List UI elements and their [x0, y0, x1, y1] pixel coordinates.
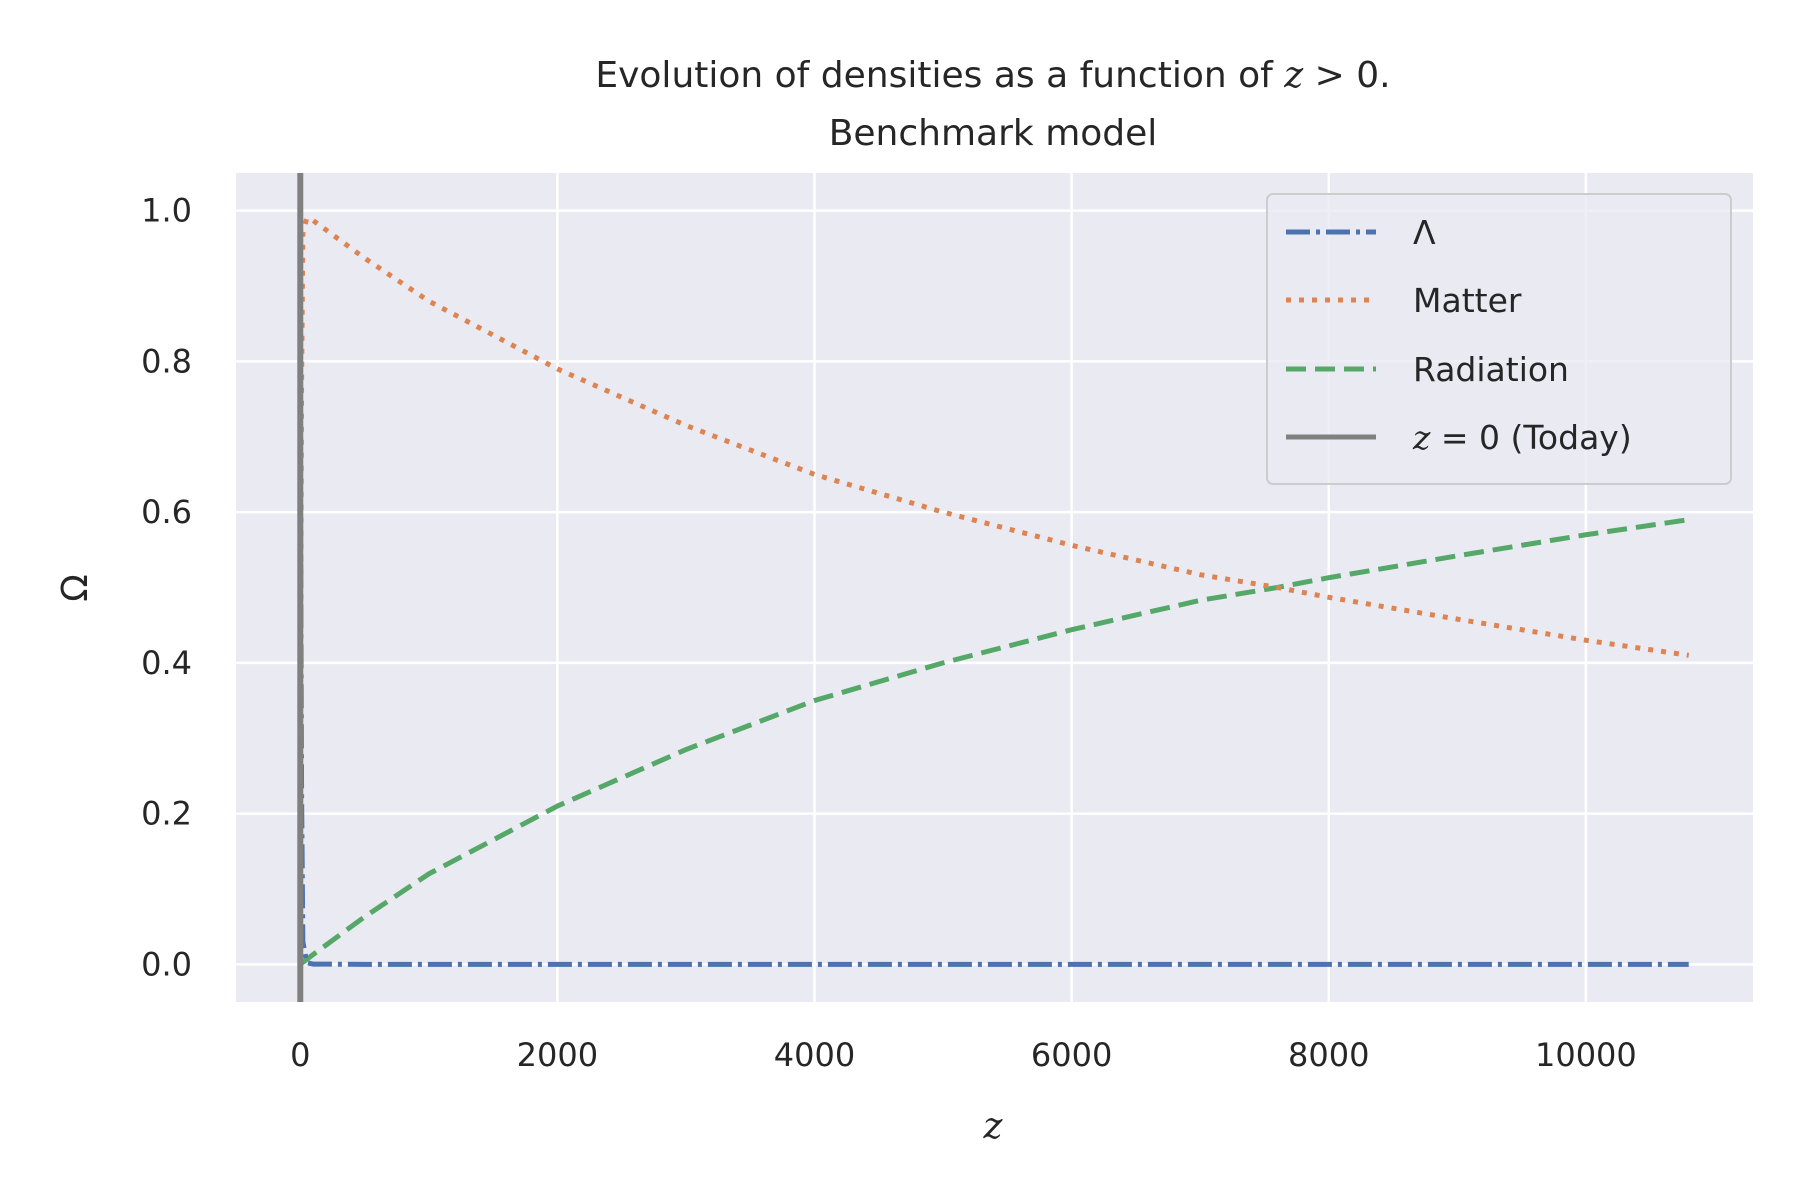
legend-label-lambda: Λ [1413, 213, 1436, 252]
y-tick-label: 0.4 [141, 644, 192, 682]
x-tick-label: 10000 [1535, 1036, 1637, 1074]
y-tick-label: 0.0 [141, 945, 192, 983]
y-tick-label: 0.6 [141, 493, 192, 531]
x-tick-label: 2000 [517, 1036, 598, 1074]
chart-title-line2: Benchmark model [829, 113, 1158, 154]
legend-label-today-rest: = 0 (Today) [1430, 418, 1631, 457]
legend: Λ Matter Radiation z = 0 (Today) [1266, 193, 1732, 485]
y-tick-label: 0.8 [141, 342, 192, 380]
y-tick-label: 0.2 [141, 795, 192, 833]
x-tick-label: 8000 [1288, 1036, 1369, 1074]
legend-label-today: z = 0 (Today) [1412, 418, 1632, 457]
chart-title-line1: Evolution of densities as a function of … [595, 55, 1390, 96]
x-tick-label: 4000 [774, 1036, 855, 1074]
chart-title-math-rest: > 0. [1303, 55, 1390, 96]
legend-box [1266, 193, 1732, 485]
legend-label-matter: Matter [1413, 281, 1522, 320]
chart-title-math-var: z [1283, 55, 1304, 96]
series-line-radiation [298, 517, 1690, 967]
y-axis-label: Ω [55, 574, 96, 602]
series-line-matter [297, 215, 1690, 731]
x-axis-label: z [983, 1106, 1004, 1147]
y-tick-label: 1.0 [141, 192, 192, 230]
x-tick-label: 0 [290, 1036, 310, 1074]
chart-title-prefix: Evolution of densities as a function of [595, 55, 1284, 96]
legend-label-radiation: Radiation [1413, 350, 1569, 389]
x-tick-label: 6000 [1031, 1036, 1112, 1074]
series-layer [297, 173, 1690, 1002]
tick-layer: 0 2000 4000 6000 8000 10000 0.0 0.2 0.4 0.6 0.8 1.0 [141, 192, 1637, 1074]
legend-label-today-var: z [1412, 418, 1431, 457]
